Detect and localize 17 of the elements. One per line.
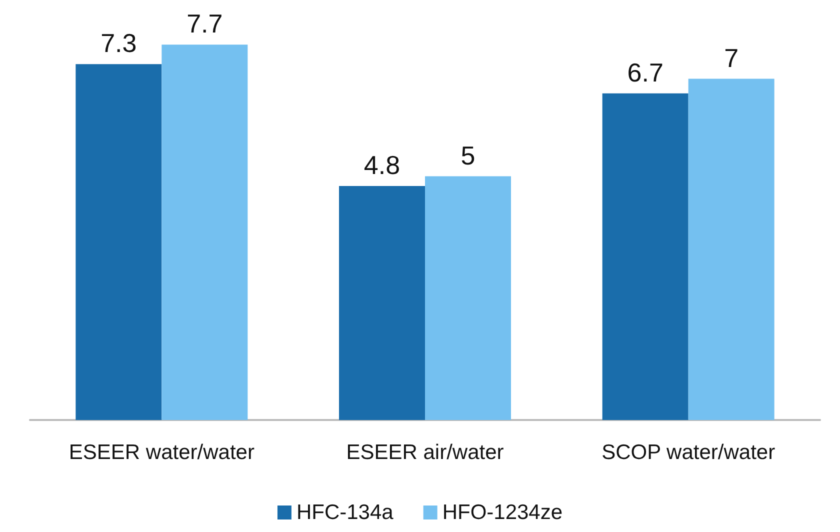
bar (688, 78, 774, 420)
legend-label: HFO-1234ze (442, 501, 563, 524)
bar (602, 93, 688, 420)
data-label: 7 (724, 42, 739, 73)
x-tick-label: SCOP water/water (602, 441, 776, 464)
bar (162, 44, 248, 420)
bar (425, 176, 511, 420)
x-tick-label: ESEER water/water (68, 441, 254, 464)
data-label: 7.7 (186, 8, 223, 39)
data-label: 6.7 (627, 57, 664, 88)
x-tick-label: ESEER air/water (346, 441, 504, 464)
data-label: 7.3 (100, 28, 137, 58)
data-label: 4.8 (364, 150, 400, 180)
bar (339, 186, 425, 420)
legend-label: HFC-134a (296, 501, 394, 524)
data-label: 5 (460, 140, 476, 170)
bar (76, 64, 162, 420)
